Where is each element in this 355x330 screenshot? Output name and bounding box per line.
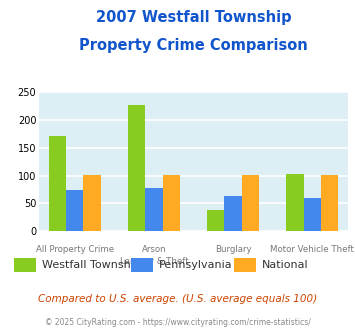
Bar	[321, 175, 338, 231]
Bar	[207, 210, 224, 231]
Text: 2007 Westfall Township: 2007 Westfall Township	[95, 10, 291, 25]
Text: Arson: Arson	[142, 245, 166, 254]
Text: Westfall Township: Westfall Township	[42, 260, 141, 270]
Bar	[163, 175, 180, 231]
Text: Compared to U.S. average. (U.S. average equals 100): Compared to U.S. average. (U.S. average …	[38, 294, 317, 304]
Text: Larceny & Theft: Larceny & Theft	[120, 257, 188, 266]
Text: Burglary: Burglary	[215, 245, 251, 254]
Bar	[83, 175, 101, 231]
Text: National: National	[262, 260, 308, 270]
Bar	[49, 136, 66, 231]
Bar	[128, 105, 145, 231]
Text: © 2025 CityRating.com - https://www.cityrating.com/crime-statistics/: © 2025 CityRating.com - https://www.city…	[45, 318, 310, 327]
Text: Property Crime Comparison: Property Crime Comparison	[79, 38, 308, 53]
Bar	[145, 188, 163, 231]
Bar	[66, 190, 83, 231]
Bar	[304, 198, 321, 231]
Text: Motor Vehicle Theft: Motor Vehicle Theft	[270, 245, 354, 254]
Bar	[224, 196, 242, 231]
Text: All Property Crime: All Property Crime	[36, 245, 114, 254]
Bar	[286, 174, 304, 231]
Text: Pennsylvania: Pennsylvania	[159, 260, 233, 270]
Bar	[242, 175, 259, 231]
